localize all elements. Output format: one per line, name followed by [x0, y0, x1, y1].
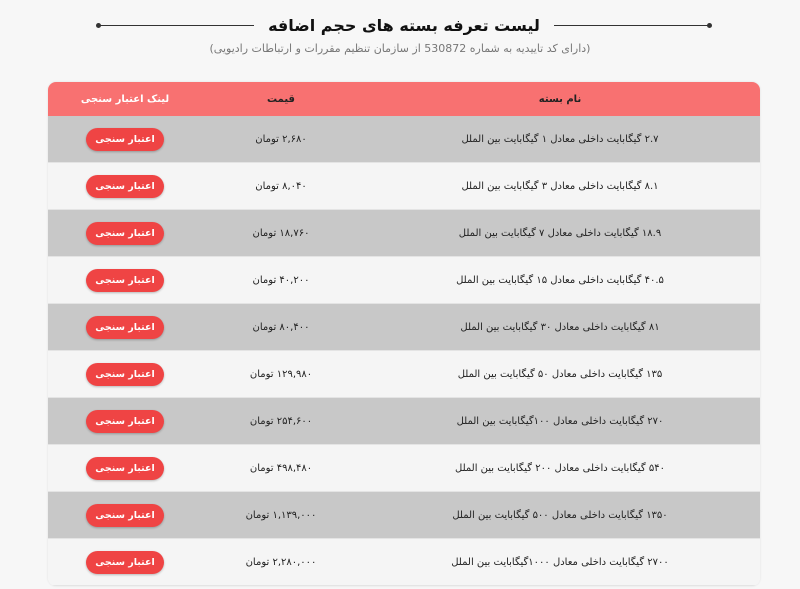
- package-price: ۲۵۴,۶۰۰ تومان: [249, 415, 313, 427]
- package-name: ۲۷۰ گیگابایت داخلی معادل ۱۰۰گیگابایت بین…: [456, 415, 664, 427]
- package-price: ۲,۲۸۰,۰۰۰ تومان: [245, 556, 317, 568]
- validate-button[interactable]: اعتبار سنجی: [86, 175, 164, 198]
- link-cell: اعتبار سنجی: [48, 503, 202, 527]
- table-row: ۸۱ گیگابایت داخلی معادل ۳۰ گیگابایت بین …: [48, 304, 760, 351]
- package-name: ۸.۱ گیگابایت داخلی معادل ۳ گیگابایت بین …: [461, 180, 659, 192]
- table-row: ۲.۷ گیگابایت داخلی معادل ۱ گیگابایت بین …: [48, 116, 760, 163]
- validate-button[interactable]: اعتبار سنجی: [86, 551, 164, 574]
- link-cell: اعتبار سنجی: [48, 550, 202, 574]
- table-row: ۲۷۰۰ گیگابایت داخلی معادل ۱۰۰۰گیگابایت ب…: [48, 539, 760, 586]
- link-cell: اعتبار سنجی: [48, 127, 202, 151]
- validate-button[interactable]: اعتبار سنجی: [86, 222, 164, 245]
- package-name: ۴۰.۵ گیگابایت داخلی معادل ۱۵ گیگابایت بی…: [456, 274, 664, 286]
- header-price: قیمت: [267, 93, 295, 105]
- package-price: ۱۸,۷۶۰ تومان: [252, 227, 310, 239]
- page-subtitle: (دارای کد تاییدیه به شماره 530872 از ساز…: [209, 42, 591, 55]
- table-row: ۱۳۵ گیگابایت داخلی معادل ۵۰ گیگابایت بین…: [48, 351, 760, 398]
- package-name: ۲۷۰۰ گیگابایت داخلی معادل ۱۰۰۰گیگابایت ب…: [451, 556, 669, 568]
- tariff-table: نام بسته قیمت لینک اعتبار سنجی ۲.۷ گیگاب…: [48, 82, 760, 586]
- table-row: ۱۳۵۰ گیگابایت داخلی معادل ۵۰۰ گیگابایت ب…: [48, 492, 760, 539]
- page-title: لیست تعرفه بسته های حجم اضافه: [268, 15, 540, 35]
- package-price: ۱۲۹,۹۸۰ تومان: [249, 368, 313, 380]
- title-divider-right: [553, 22, 713, 28]
- table-row: ۴۰.۵ گیگابایت داخلی معادل ۱۵ گیگابایت بی…: [48, 257, 760, 304]
- title-divider-left: [95, 22, 255, 28]
- package-name: ۸۱ گیگابایت داخلی معادل ۳۰ گیگابایت بین …: [460, 321, 660, 333]
- package-price: ۸۰,۴۰۰ تومان: [252, 321, 310, 333]
- package-name: ۱۸.۹ گیگابایت داخلی معادل ۷ گیگابایت بین…: [458, 227, 662, 239]
- validate-button[interactable]: اعتبار سنجی: [86, 363, 164, 386]
- package-name: ۱۳۵ گیگابایت داخلی معادل ۵۰ گیگابایت بین…: [457, 368, 663, 380]
- package-name: ۵۴۰ گیگابایت داخلی معادل ۲۰۰ گیگابایت بی…: [455, 462, 665, 474]
- validate-button[interactable]: اعتبار سنجی: [86, 504, 164, 527]
- validate-button[interactable]: اعتبار سنجی: [86, 457, 164, 480]
- validate-button[interactable]: اعتبار سنجی: [86, 410, 164, 433]
- package-price: ۴۹۸,۴۸۰ تومان: [249, 462, 313, 474]
- package-price: ۴۰,۲۰۰ تومان: [252, 274, 310, 286]
- package-price: ۸,۰۴۰ تومان: [255, 180, 307, 192]
- link-cell: اعتبار سنجی: [48, 409, 202, 433]
- table-header: نام بسته قیمت لینک اعتبار سنجی: [48, 82, 760, 116]
- link-cell: اعتبار سنجی: [48, 456, 202, 480]
- table-row: ۸.۱ گیگابایت داخلی معادل ۳ گیگابایت بین …: [48, 163, 760, 210]
- table-row: ۲۷۰ گیگابایت داخلی معادل ۱۰۰گیگابایت بین…: [48, 398, 760, 445]
- package-name: ۱۳۵۰ گیگابایت داخلی معادل ۵۰۰ گیگابایت ب…: [452, 509, 668, 521]
- title-bar: لیست تعرفه بسته های حجم اضافه: [95, 10, 713, 40]
- validate-button[interactable]: اعتبار سنجی: [86, 316, 164, 339]
- table-row: ۵۴۰ گیگابایت داخلی معادل ۲۰۰ گیگابایت بی…: [48, 445, 760, 492]
- table-row: ۱۸.۹ گیگابایت داخلی معادل ۷ گیگابایت بین…: [48, 210, 760, 257]
- validate-button[interactable]: اعتبار سنجی: [86, 269, 164, 292]
- header-link: لینک اعتبار سنجی: [80, 93, 170, 105]
- package-price: ۱,۱۳۹,۰۰۰ تومان: [245, 509, 317, 521]
- link-cell: اعتبار سنجی: [48, 174, 202, 198]
- link-cell: اعتبار سنجی: [48, 362, 202, 386]
- link-cell: اعتبار سنجی: [48, 268, 202, 292]
- header-name: نام بسته: [538, 93, 582, 105]
- package-price: ۲,۶۸۰ تومان: [255, 133, 307, 145]
- validate-button[interactable]: اعتبار سنجی: [86, 128, 164, 151]
- link-cell: اعتبار سنجی: [48, 221, 202, 245]
- link-cell: اعتبار سنجی: [48, 315, 202, 339]
- package-name: ۲.۷ گیگابایت داخلی معادل ۱ گیگابایت بین …: [461, 133, 659, 145]
